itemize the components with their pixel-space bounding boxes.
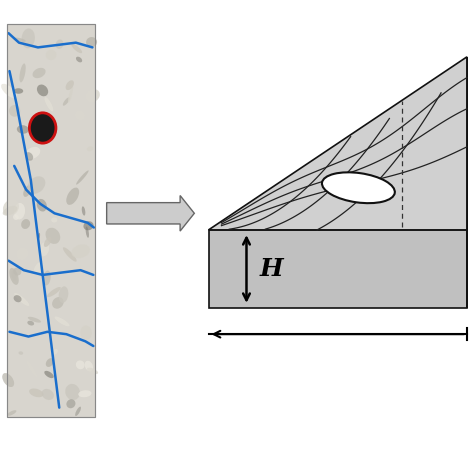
Ellipse shape	[34, 262, 43, 274]
Ellipse shape	[21, 28, 35, 48]
Ellipse shape	[45, 97, 53, 111]
Text: H: H	[260, 257, 283, 281]
Ellipse shape	[80, 326, 92, 340]
Ellipse shape	[66, 399, 75, 408]
Ellipse shape	[14, 295, 22, 302]
Ellipse shape	[52, 297, 64, 309]
Ellipse shape	[66, 188, 79, 205]
Ellipse shape	[9, 268, 19, 285]
Ellipse shape	[19, 64, 26, 82]
Ellipse shape	[39, 242, 49, 256]
Ellipse shape	[3, 200, 19, 216]
Ellipse shape	[87, 146, 93, 151]
Ellipse shape	[25, 152, 33, 161]
Ellipse shape	[12, 269, 17, 281]
Ellipse shape	[37, 84, 48, 96]
Ellipse shape	[17, 125, 29, 134]
Ellipse shape	[76, 57, 82, 63]
Ellipse shape	[86, 227, 89, 238]
Ellipse shape	[36, 199, 47, 211]
Ellipse shape	[27, 321, 34, 326]
Ellipse shape	[65, 80, 74, 90]
Ellipse shape	[33, 68, 46, 78]
Ellipse shape	[23, 185, 31, 197]
Ellipse shape	[47, 287, 61, 297]
Ellipse shape	[322, 173, 395, 203]
Ellipse shape	[43, 271, 51, 285]
Ellipse shape	[44, 237, 52, 247]
Ellipse shape	[17, 248, 28, 260]
Ellipse shape	[53, 349, 58, 355]
Ellipse shape	[63, 247, 77, 262]
Ellipse shape	[59, 286, 68, 303]
Ellipse shape	[86, 89, 100, 102]
Ellipse shape	[82, 206, 85, 216]
Ellipse shape	[33, 127, 45, 133]
Ellipse shape	[14, 293, 29, 306]
Ellipse shape	[44, 371, 54, 378]
Ellipse shape	[14, 88, 23, 94]
Ellipse shape	[13, 214, 19, 220]
Ellipse shape	[42, 389, 54, 400]
Ellipse shape	[18, 351, 23, 355]
Bar	[7, 24, 95, 417]
Ellipse shape	[75, 110, 85, 120]
Ellipse shape	[2, 373, 14, 387]
Ellipse shape	[27, 361, 37, 377]
Ellipse shape	[25, 147, 40, 159]
Ellipse shape	[68, 87, 73, 103]
Ellipse shape	[38, 233, 40, 239]
Ellipse shape	[29, 389, 44, 397]
Ellipse shape	[85, 361, 93, 371]
Ellipse shape	[27, 176, 46, 194]
Ellipse shape	[76, 360, 85, 369]
Ellipse shape	[8, 410, 17, 416]
Ellipse shape	[78, 390, 91, 397]
Ellipse shape	[46, 228, 60, 244]
Ellipse shape	[65, 384, 80, 400]
Ellipse shape	[9, 105, 20, 117]
Ellipse shape	[55, 39, 64, 49]
Ellipse shape	[63, 97, 70, 106]
Ellipse shape	[1, 84, 17, 98]
Ellipse shape	[71, 44, 82, 53]
Polygon shape	[209, 230, 467, 308]
Ellipse shape	[21, 219, 30, 229]
Ellipse shape	[76, 170, 89, 184]
Ellipse shape	[75, 407, 81, 416]
Ellipse shape	[72, 244, 90, 258]
Ellipse shape	[13, 37, 26, 42]
Ellipse shape	[55, 317, 70, 326]
Ellipse shape	[46, 358, 54, 367]
Ellipse shape	[51, 218, 57, 222]
Polygon shape	[107, 195, 194, 231]
Ellipse shape	[14, 203, 25, 219]
Ellipse shape	[46, 50, 56, 60]
Ellipse shape	[13, 267, 21, 275]
Ellipse shape	[3, 206, 18, 216]
Ellipse shape	[86, 37, 97, 47]
Bar	[7, 24, 95, 417]
Ellipse shape	[29, 113, 56, 143]
Polygon shape	[209, 57, 467, 230]
Ellipse shape	[83, 221, 93, 230]
Ellipse shape	[28, 317, 41, 323]
Ellipse shape	[87, 368, 98, 374]
